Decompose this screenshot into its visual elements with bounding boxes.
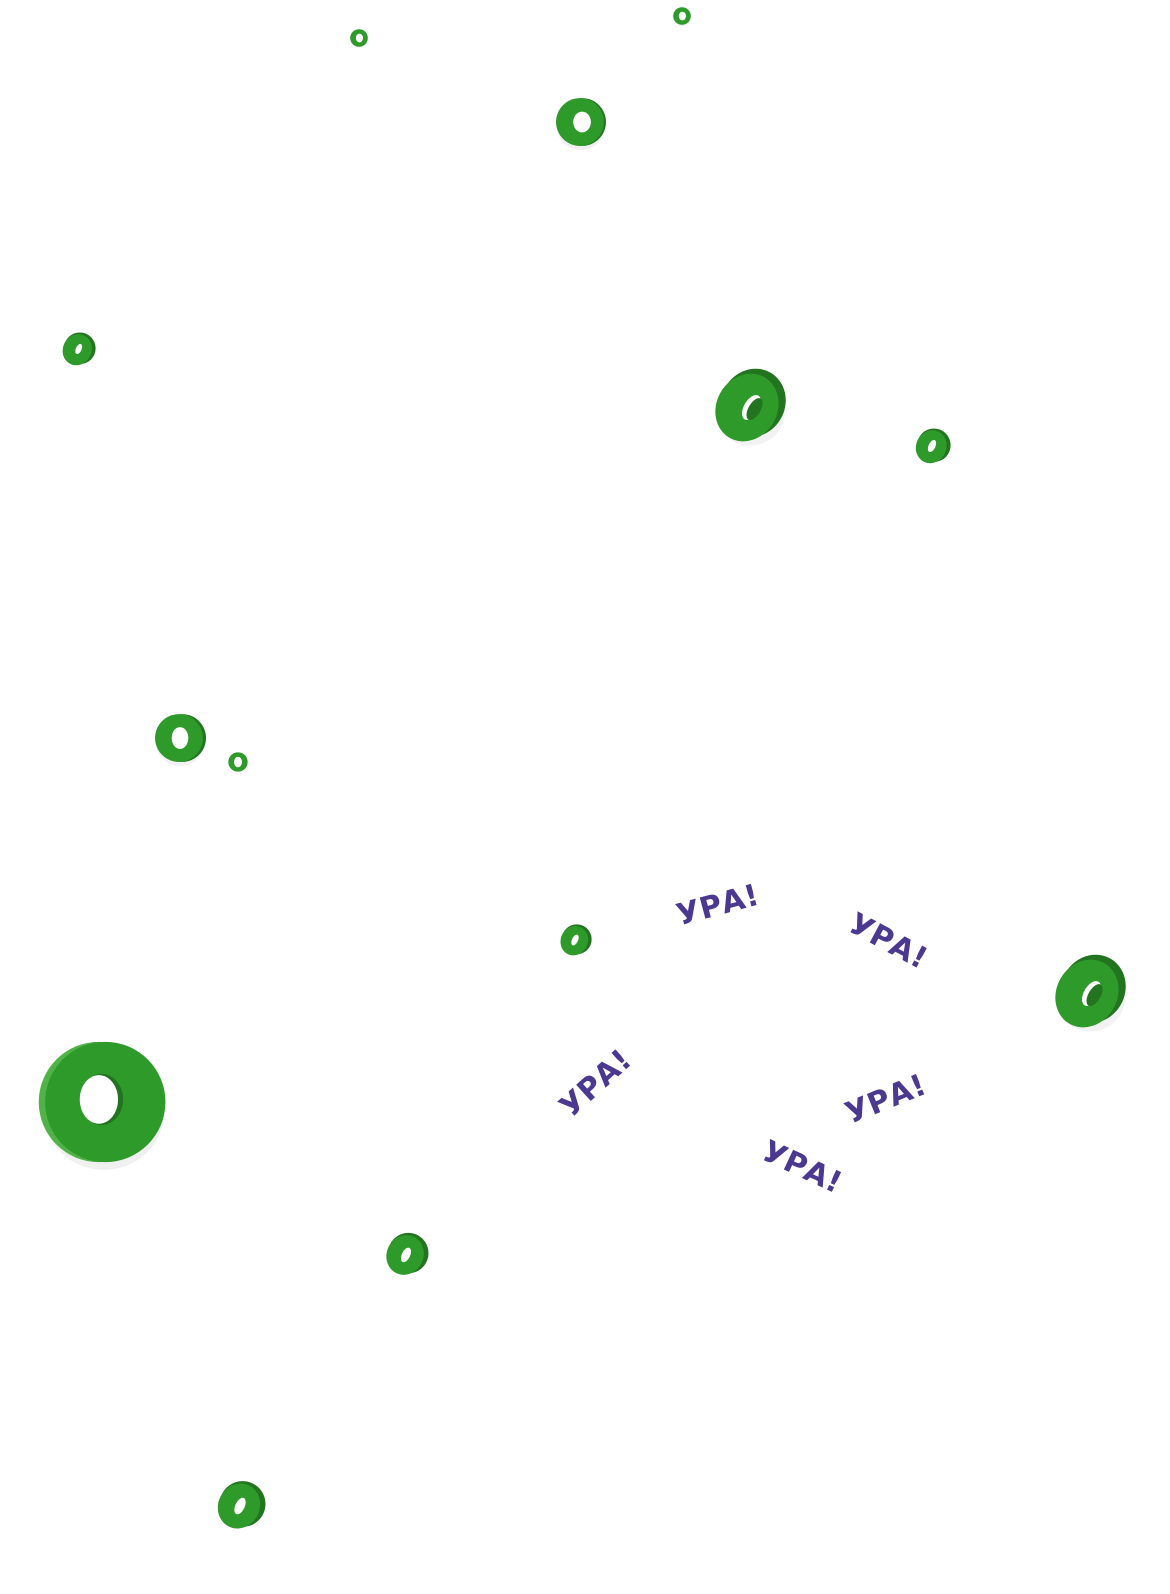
ring-icon xyxy=(227,751,249,773)
ring-icon xyxy=(60,330,96,368)
ring-icon xyxy=(712,366,788,446)
ring-icon xyxy=(672,6,692,26)
cheer-text: УРА! xyxy=(842,906,934,977)
cheer-text: УРА! xyxy=(553,1042,639,1125)
ring-icon xyxy=(154,712,206,767)
ring-icon xyxy=(1052,952,1128,1032)
ring-icon xyxy=(913,426,951,466)
ring-icon xyxy=(214,1478,266,1532)
cheer-text: УРА! xyxy=(756,1133,848,1202)
ring-icon xyxy=(555,96,607,151)
ring-icon xyxy=(349,28,369,48)
ring-icon xyxy=(383,1230,429,1278)
ring-icon xyxy=(38,1038,168,1170)
cheer-text: УРА! xyxy=(672,877,764,934)
ring-icon xyxy=(558,922,592,958)
cheer-text: УРА! xyxy=(840,1067,932,1132)
